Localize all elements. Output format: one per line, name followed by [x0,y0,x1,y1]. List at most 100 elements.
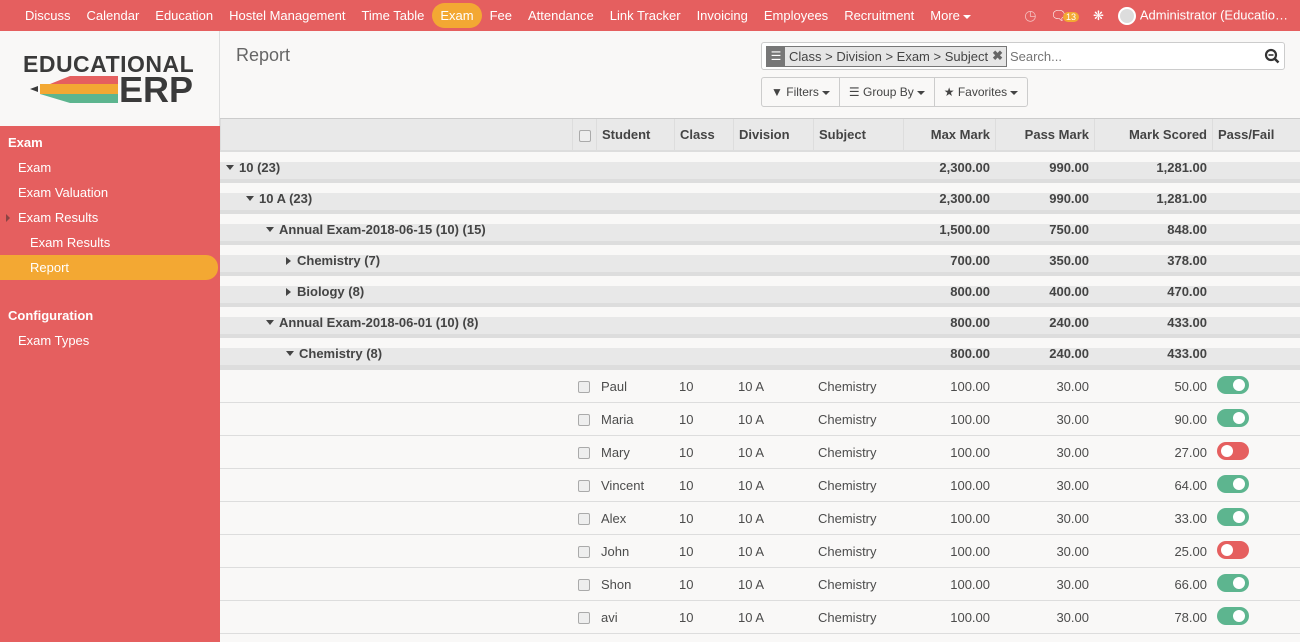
table-row[interactable]: John 10 10 A Chemistry 100.00 30.00 25.00 [220,535,1300,568]
search-facet-groupby: ☰ Class > Division > Exam > Subject ✖ [766,45,1007,67]
row-checkbox[interactable] [578,480,590,493]
sidebar-item-report[interactable]: Report [0,255,218,280]
pass-fail-toggle[interactable] [1217,474,1249,493]
row-checkbox[interactable] [578,546,590,559]
chat-icon[interactable]: 🗨13 [1050,8,1079,24]
group-mark-scored: 848.00 [1167,222,1207,237]
group-by-button[interactable]: ☰ Group By [840,78,935,106]
row-checkbox[interactable] [578,447,590,460]
column-header-division[interactable]: Division [733,119,813,150]
clock-icon[interactable]: ◷ [1024,7,1037,23]
menu-item-time-table[interactable]: Time Table [353,3,432,28]
group-row[interactable]: Chemistry (7) 700.00 350.00 378.00 [220,245,1300,276]
pass-fail-toggle[interactable] [1217,540,1249,559]
bug-icon[interactable]: ❋ [1092,7,1104,23]
sidebar-item-label: Exam Types [18,333,90,348]
pass-fail-toggle[interactable] [1217,375,1249,394]
row-select-cell[interactable] [572,478,596,493]
table-row[interactable]: Maria 10 10 A Chemistry 100.00 30.00 90.00 [220,403,1300,436]
menu-item-invoicing[interactable]: Invoicing [689,3,756,28]
table-row[interactable]: Paul 10 10 A Chemistry 100.00 30.00 50.00 [220,370,1300,403]
cell-pass: 30.00 [1056,411,1089,427]
column-header-student[interactable]: Student [596,119,674,150]
sidebar-item-exam-results[interactable]: Exam Results [0,205,220,230]
search-input[interactable] [1009,48,1264,64]
cell-pass: 30.00 [1056,576,1089,592]
caret-down-icon [266,320,274,325]
select-all-checkbox[interactable] [578,129,591,142]
menu-item-employees[interactable]: Employees [756,3,836,28]
group-row[interactable]: 10 (23) 2,300.00 990.00 1,281.00 [220,152,1300,183]
row-checkbox[interactable] [578,513,590,526]
row-select-cell[interactable] [572,511,596,526]
sidebar-item-exam[interactable]: Exam [0,155,220,180]
row-checkbox[interactable] [578,381,590,394]
pass-fail-toggle[interactable] [1217,606,1249,625]
table-row[interactable]: Shon 10 10 A Chemistry 100.00 30.00 66.00 [220,568,1300,601]
row-checkbox[interactable] [578,579,590,592]
cell-class: 10 [679,576,694,592]
cell-max: 100.00 [950,510,990,526]
table-row[interactable]: avi 10 10 A Chemistry 100.00 30.00 78.00 [220,601,1300,634]
menu-item-link-tracker[interactable]: Link Tracker [602,3,689,28]
cell-student: Alex [601,510,627,526]
sidebar-item-exam-results[interactable]: Exam Results [0,230,220,255]
facet-label: Class > Division > Exam > Subject [789,48,989,64]
user-menu[interactable]: Administrator (Educatio… [1117,6,1288,25]
column-header-pass-mark[interactable]: Pass Mark [995,119,1094,150]
row-checkbox[interactable] [578,414,590,427]
column-header-pass-fail[interactable]: Pass/Fail [1212,119,1300,150]
column-header-mark-scored[interactable]: Mark Scored [1094,119,1212,150]
group-label: Annual Exam-2018-06-15 (10) (15) [279,222,486,237]
remove-facet-icon[interactable]: ✖ [992,48,1003,63]
group-max-mark: 800.00 [950,284,990,299]
table-row[interactable]: Alex 10 10 A Chemistry 100.00 30.00 33.00 [220,502,1300,535]
menu-item-attendance[interactable]: Attendance [520,3,602,28]
cell-pass: 30.00 [1056,510,1089,526]
cell-pass-fail [1212,507,1300,529]
filters-button[interactable]: ▼ Filters [762,78,840,106]
group-row[interactable]: Biology (8) 800.00 400.00 470.00 [220,276,1300,307]
pass-fail-toggle[interactable] [1217,507,1249,526]
menu-item-discuss[interactable]: Discuss [17,3,79,28]
table-row[interactable]: Mary 10 10 A Chemistry 100.00 30.00 27.00 [220,436,1300,469]
column-header-max-mark[interactable]: Max Mark [903,119,995,150]
row-select-cell[interactable] [572,544,596,559]
pass-fail-toggle[interactable] [1217,573,1249,592]
menu-item-education[interactable]: Education [147,3,221,28]
header-select-all[interactable] [572,119,596,150]
pass-fail-toggle[interactable] [1217,408,1249,427]
group-row[interactable]: Annual Exam-2018-06-15 (10) (15) 1,500.00… [220,214,1300,245]
row-select-cell[interactable] [572,610,596,625]
table-row[interactable]: Vincent 10 10 A Chemistry 100.00 30.00 64.00 [220,469,1300,502]
cell-max: 100.00 [950,444,990,460]
row-select-cell[interactable] [572,577,596,592]
pass-fail-toggle[interactable] [1217,441,1249,460]
menu-item-exam[interactable]: Exam [432,3,482,28]
group-row[interactable]: Annual Exam-2018-06-01 (10) (8) 800.00 240… [220,307,1300,338]
row-select-cell[interactable] [572,379,596,394]
cell-subject: Chemistry [818,576,877,592]
group-pass-mark: 240.00 [1049,315,1089,330]
menu-item-recruitment[interactable]: Recruitment [836,3,922,28]
row-select-cell[interactable] [572,445,596,460]
cell-pass: 30.00 [1056,378,1089,394]
cell-division: 10 A [738,378,765,394]
row-checkbox[interactable] [578,612,590,625]
menu-item-more[interactable]: More [922,3,979,28]
group-row[interactable]: 10 A (23) 2,300.00 990.00 1,281.00 [220,183,1300,214]
group-row[interactable]: Chemistry (8) 800.00 240.00 433.00 [220,338,1300,369]
row-select-cell[interactable] [572,412,596,427]
favorites-button[interactable]: ★ Favorites [935,78,1027,106]
sidebar-item-exam-types[interactable]: Exam Types [0,328,220,353]
group-mark-scored: 1,281.00 [1156,191,1207,206]
search-icon[interactable] [1264,48,1280,64]
menu-item-calendar[interactable]: Calendar [79,3,148,28]
column-header-subject[interactable]: Subject [813,119,903,150]
column-header-class[interactable]: Class [674,119,733,150]
menu-item-hostel-management[interactable]: Hostel Management [221,3,353,28]
cell-student: Vincent [601,477,645,493]
menu-item-fee[interactable]: Fee [482,3,520,28]
group-label-cell: Chemistry (7) [220,253,572,268]
sidebar-item-exam-valuation[interactable]: Exam Valuation [0,180,220,205]
